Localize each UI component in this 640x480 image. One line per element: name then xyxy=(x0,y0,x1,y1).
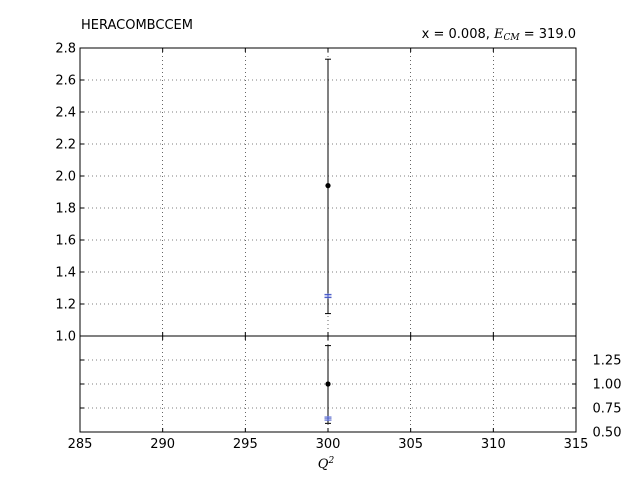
main-y-tick-label-3: 1.6 xyxy=(55,234,76,249)
main-y-tick-label-5: 2.0 xyxy=(55,170,76,185)
x-tick-label-2: 295 xyxy=(233,437,258,452)
main-y-tick-label-9: 2.8 xyxy=(55,42,76,57)
title-right-prefix: x = 0.008, xyxy=(422,27,494,42)
main-series0-pt0-point xyxy=(325,183,331,189)
ratio-panel: 285 290 295 300 305 310 315 0.50 0.75 1.00 1.25 xyxy=(68,335,622,452)
title-right-sub: CM xyxy=(504,33,521,43)
x-tick-label-6: 315 xyxy=(564,437,589,452)
x-axis-label: Q2 xyxy=(318,456,335,472)
x-tick-label-5: 310 xyxy=(481,437,506,452)
ratio-y-tick-label-1: 0.75 xyxy=(593,402,622,417)
chart-title-right: x = 0.008, ECM = 319.0 xyxy=(422,27,576,43)
x-tick-label-1: 290 xyxy=(150,437,175,452)
ratio-y-tick-label-3: 1.25 xyxy=(593,354,622,369)
main-y-tick-label-1: 1.2 xyxy=(55,298,76,313)
title-right-suffix: = 319.0 xyxy=(520,27,576,42)
x-axis-label-var: Q xyxy=(318,457,329,472)
ratio-series0-pt0-point xyxy=(325,381,331,387)
main-panel: 1.0 1.2 1.4 1.6 1.8 2.0 2.2 2.4 2.6 2.8 xyxy=(55,42,577,345)
x-tick-label-0: 285 xyxy=(68,437,93,452)
main-y-tick-label-6: 2.2 xyxy=(55,138,76,153)
ratio-y-tick-label-0: 0.50 xyxy=(593,426,622,441)
main-y-tick-label-8: 2.6 xyxy=(55,74,76,89)
chart-title-left: HERACOMBCCEM xyxy=(81,18,193,33)
x-tick-label-4: 305 xyxy=(398,437,423,452)
main-y-tick-label-0: 1.0 xyxy=(55,330,76,345)
main-y-tick-label-2: 1.4 xyxy=(55,266,76,281)
main-y-tick-label-7: 2.4 xyxy=(55,106,76,121)
main-y-tick-label-4: 1.8 xyxy=(55,202,76,217)
x-tick-label-3: 300 xyxy=(316,437,341,452)
title-right-var: E xyxy=(493,27,504,42)
ratio-y-tick-label-2: 1.00 xyxy=(593,378,622,393)
x-axis-label-sup: 2 xyxy=(327,456,334,466)
